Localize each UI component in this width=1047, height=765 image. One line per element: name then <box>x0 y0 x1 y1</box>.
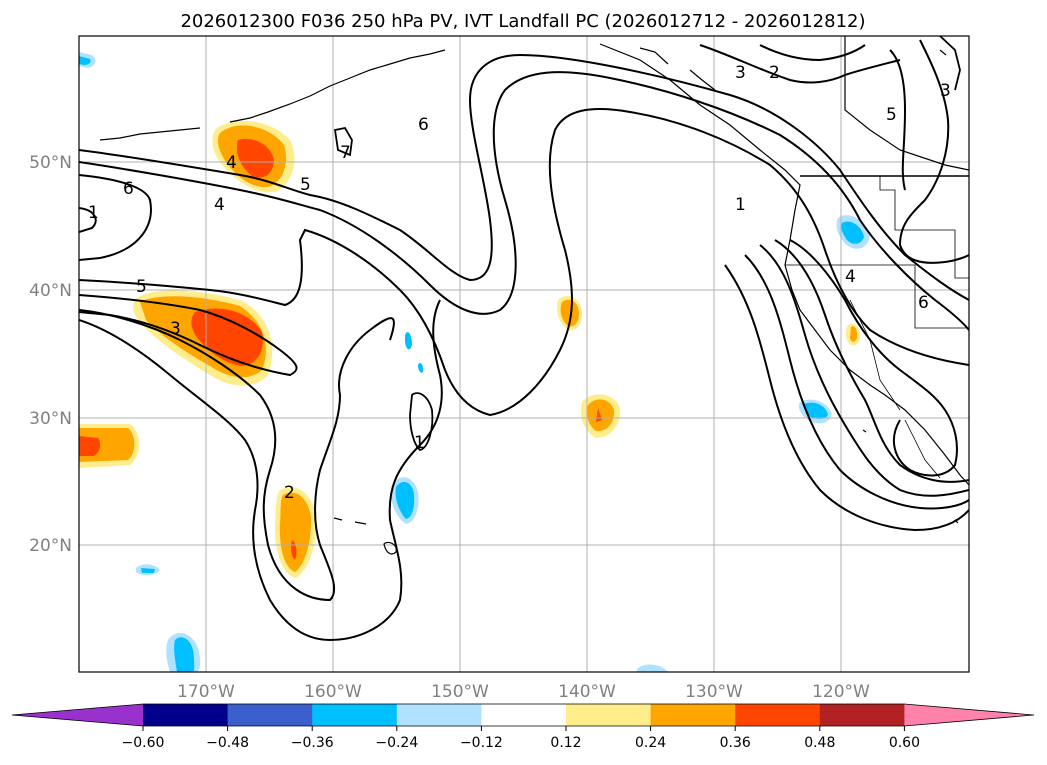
contour-label: 1 <box>735 195 746 215</box>
map-title: 2026012300 F036 250 hPa PV, IVT Landfall… <box>180 11 865 32</box>
contour-label: 3 <box>735 63 746 83</box>
map-frame <box>78 35 970 673</box>
colorbar-segment <box>396 704 482 726</box>
colorbar-segment <box>481 704 567 726</box>
lon-label-160w: 160°W <box>304 682 362 702</box>
contour-label: 3 <box>170 319 181 339</box>
colorbar-tick-label: 0.48 <box>804 735 835 751</box>
colorbar-segment <box>735 704 821 726</box>
lon-label-130w: 130°W <box>685 682 743 702</box>
contour-label: 4 <box>226 153 237 173</box>
lat-label-50n: 50°N <box>29 153 72 173</box>
contour-label: 1 <box>88 203 99 223</box>
pv-contours <box>79 36 969 642</box>
lon-label-150w: 150°W <box>431 682 489 702</box>
coastlines <box>99 36 969 555</box>
colorbar: −0.60 −0.48 −0.36 −0.24 −0.12 0.12 0.24 0.36 0.4… <box>11 703 1035 751</box>
contour-label: 5 <box>300 175 311 195</box>
colorbar-segment <box>566 704 652 726</box>
contour-label: 6 <box>418 115 429 135</box>
colorbar-tick-label: 0.24 <box>635 735 666 751</box>
colorbar-segment <box>650 704 736 726</box>
lon-label-120w: 120°W <box>812 682 870 702</box>
lon-label-170w: 170°W <box>177 682 235 702</box>
contour-label: 6 <box>123 179 134 199</box>
colorbar-segment <box>819 704 905 726</box>
contour-label: 2 <box>284 483 295 503</box>
contour-labels: 2 3 7 6 5 4 6 4 5 3 1 1 4 6 5 3 2 1 <box>88 63 951 503</box>
colorbar-tick-label: −0.12 <box>460 735 503 751</box>
lat-label-30n: 30°N <box>29 409 72 429</box>
grid-lines <box>79 36 969 672</box>
longitude-labels: 170°W 160°W 150°W 140°W 130°W 120°W <box>177 682 870 702</box>
colorbar-tick-label: −0.36 <box>291 735 334 751</box>
colorbar-segment <box>143 704 229 726</box>
contour-label: 4 <box>845 267 856 287</box>
colorbar-tick-label: −0.60 <box>122 735 165 751</box>
colorbar-tick-label: −0.24 <box>375 735 418 751</box>
contour-label: 5 <box>886 105 897 125</box>
colorbar-tick-label: 0.36 <box>720 735 751 751</box>
contour-label: 1 <box>414 433 425 453</box>
colorbar-extend-low <box>12 704 143 726</box>
lat-label-40n: 40°N <box>29 281 72 301</box>
contour-label: 7 <box>340 143 351 163</box>
colorbar-extend-high <box>904 704 1034 726</box>
colorbar-segment <box>227 704 313 726</box>
colorbar-tick-label: 0.60 <box>889 735 920 751</box>
lon-label-140w: 140°W <box>558 682 616 702</box>
map-panel: 2 3 7 6 5 4 6 4 5 3 1 1 4 6 5 3 2 1 <box>79 36 969 672</box>
colorbar-tick-label: 0.12 <box>550 735 581 751</box>
lat-label-20n: 20°N <box>29 536 72 556</box>
colorbar-tick-label: −0.48 <box>206 735 249 751</box>
contour-label: 5 <box>136 277 147 297</box>
latitude-labels: 50°N 40°N 30°N 20°N <box>29 153 72 556</box>
shaded-field <box>79 52 870 672</box>
colorbar-segment <box>312 704 398 726</box>
contour-label: 2 <box>769 63 780 83</box>
contour-label: 4 <box>214 195 225 215</box>
contour-label: 6 <box>918 293 929 313</box>
contour-label: 3 <box>940 81 951 101</box>
